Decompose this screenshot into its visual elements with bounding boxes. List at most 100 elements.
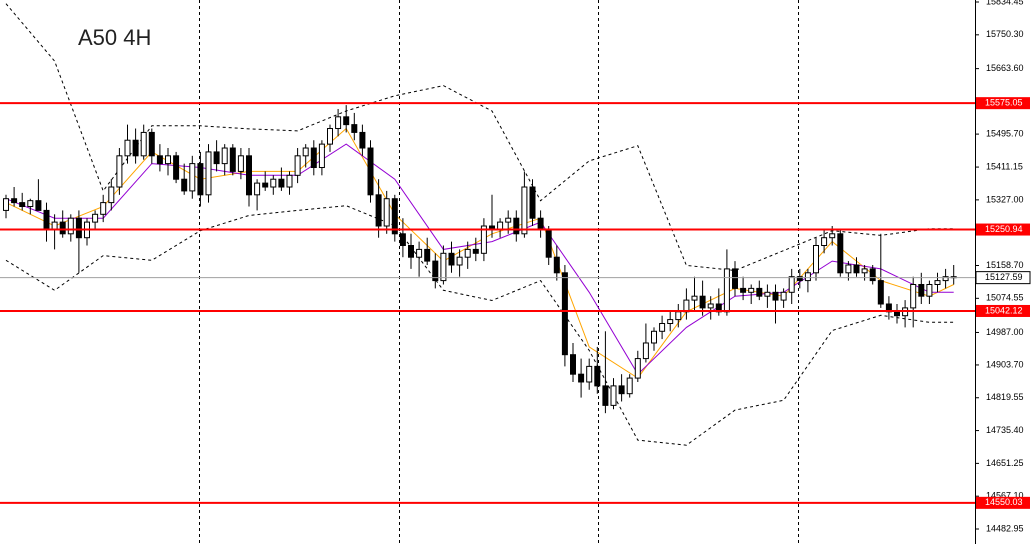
time-separators xyxy=(199,0,799,544)
candle-body xyxy=(626,377,633,395)
candle-body xyxy=(561,272,568,356)
candle-body xyxy=(391,198,398,235)
candle-body xyxy=(570,354,576,375)
candle-body xyxy=(513,217,520,235)
y-tick-label: 14903.70 xyxy=(986,359,1024,369)
candle-body xyxy=(165,155,171,165)
candle-body xyxy=(92,213,99,223)
y-tick-label: 15158.70 xyxy=(986,260,1024,270)
candle-body xyxy=(740,287,747,293)
candle-body xyxy=(229,147,236,172)
candle-body xyxy=(756,287,763,297)
candle-body xyxy=(748,287,755,293)
candle-body xyxy=(448,252,455,266)
candle-body xyxy=(529,186,536,219)
chart-title: A50 4H xyxy=(78,25,151,50)
candle-body xyxy=(318,143,325,169)
candle-body xyxy=(286,174,293,188)
candle-body xyxy=(432,260,439,282)
level-box xyxy=(976,496,1030,509)
candle-body xyxy=(132,139,139,157)
y-tick-label: 15834.45 xyxy=(986,0,1024,6)
candle-body xyxy=(237,155,244,172)
candle-body xyxy=(813,245,819,274)
candle-body xyxy=(440,252,447,282)
candle-body xyxy=(108,186,115,204)
candle-body xyxy=(327,128,333,145)
candle-body xyxy=(586,365,593,383)
level-box xyxy=(976,223,1030,236)
candle-body xyxy=(796,276,803,282)
candle-body xyxy=(254,182,261,196)
candle-body xyxy=(829,233,836,239)
candle-body xyxy=(537,217,544,231)
candle-body xyxy=(521,186,528,235)
candle-body xyxy=(634,358,641,379)
y-tick-label: 15663.60 xyxy=(986,63,1024,73)
level-label: 15575.05 xyxy=(985,98,1023,108)
y-tick-label: 14651.25 xyxy=(986,458,1024,468)
candle-body xyxy=(837,233,844,274)
candle-body xyxy=(383,198,390,227)
candle-body xyxy=(11,198,18,204)
candle-body xyxy=(480,225,487,254)
candle-body xyxy=(764,291,771,297)
candle-body xyxy=(262,182,269,188)
candle-body xyxy=(27,200,34,208)
candle-body xyxy=(642,342,649,360)
candle-body xyxy=(75,217,82,239)
candle-body xyxy=(659,322,666,332)
candle-body xyxy=(270,178,277,188)
candle-body xyxy=(59,221,66,235)
y-tick-label: 14987.00 xyxy=(986,327,1024,337)
candle-body xyxy=(553,256,560,274)
candle-body xyxy=(594,365,601,387)
candle-body xyxy=(124,139,131,157)
candle-body xyxy=(221,147,228,165)
candle-body xyxy=(602,385,609,406)
candle-body xyxy=(651,330,657,344)
candle-body xyxy=(691,295,698,301)
candle-body xyxy=(205,151,212,196)
candle-body xyxy=(578,373,585,383)
last-price-label: 15127.59 xyxy=(985,272,1023,282)
candle-body xyxy=(772,291,779,301)
candle-body xyxy=(894,311,900,317)
level-box xyxy=(976,97,1030,110)
candle-body xyxy=(197,163,204,196)
candle-body xyxy=(788,276,795,293)
candle-body xyxy=(877,280,884,305)
candle-body xyxy=(100,202,107,215)
y-tick-label: 14819.55 xyxy=(986,392,1024,402)
candle-body xyxy=(699,295,706,309)
candle-body xyxy=(732,268,738,289)
candle-body xyxy=(294,155,301,176)
candle-body xyxy=(116,155,123,188)
candle-body xyxy=(545,229,552,258)
y-tick-label: 15074.55 xyxy=(986,293,1024,303)
y-tick-label: 15327.00 xyxy=(986,194,1024,204)
level-box xyxy=(976,304,1030,317)
level-label: 14550.03 xyxy=(985,497,1023,507)
candle-body xyxy=(35,200,42,211)
candle-body xyxy=(926,283,933,297)
candle-body xyxy=(618,385,625,395)
y-tick-label: 14735.40 xyxy=(986,425,1024,435)
candle-body xyxy=(918,283,925,297)
candle-body xyxy=(424,248,431,262)
candle-body xyxy=(278,178,285,188)
candle-body xyxy=(869,268,876,282)
y-tick-label: 14482.95 xyxy=(986,523,1024,533)
candle-body xyxy=(821,237,828,247)
candle-body xyxy=(375,194,382,227)
candle-body xyxy=(456,256,463,266)
candle-body xyxy=(19,202,26,208)
candle-body xyxy=(351,124,358,133)
candle-body xyxy=(723,268,730,313)
candle-body xyxy=(3,198,9,211)
candle-body xyxy=(416,248,423,258)
candle-body xyxy=(853,264,860,274)
candle-body xyxy=(472,248,479,254)
